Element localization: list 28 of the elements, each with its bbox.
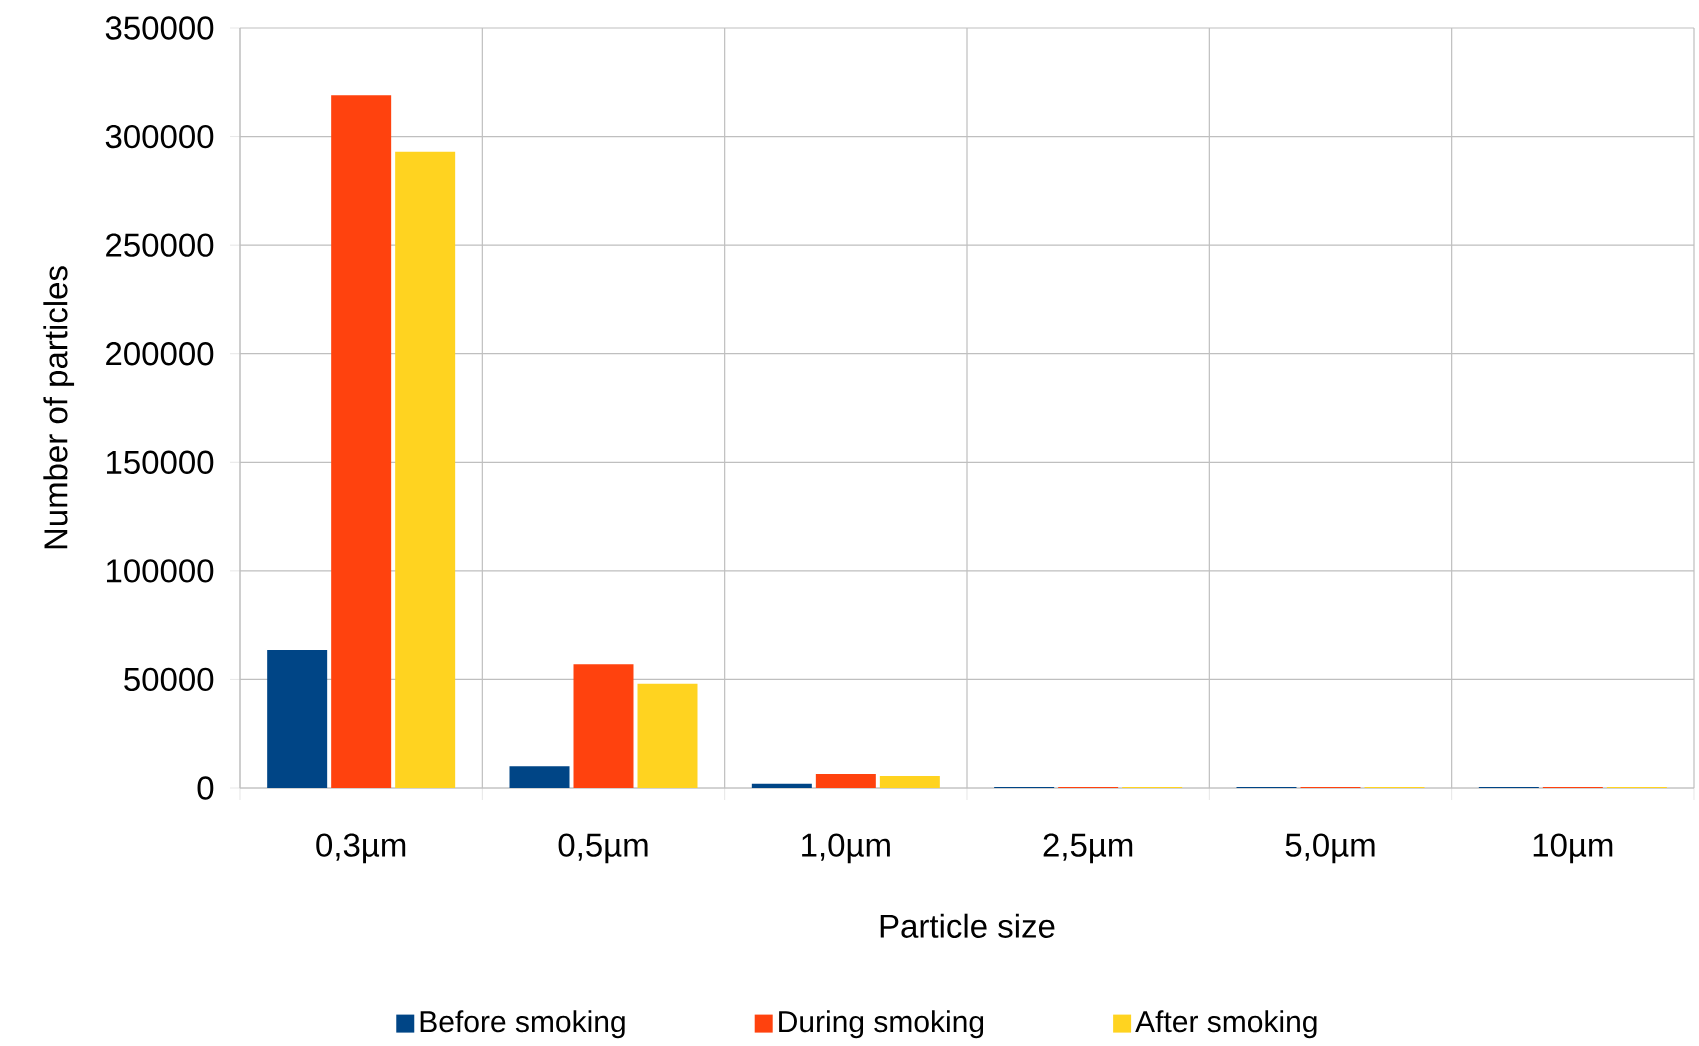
y-tick-label: 350000 xyxy=(105,16,214,40)
bar xyxy=(509,766,570,788)
bar xyxy=(879,776,940,788)
y-tick-label: 100000 xyxy=(106,559,214,583)
legend-label: After smoking xyxy=(1135,1010,1317,1039)
legend-label: During smoking xyxy=(779,1010,984,1039)
bar xyxy=(637,683,698,788)
bar xyxy=(573,664,634,788)
bar xyxy=(751,783,812,788)
y-tick-label: 50000 xyxy=(124,667,214,692)
bar xyxy=(395,151,456,788)
x-tick-label: 10µm xyxy=(1533,833,1613,864)
x-tick-label: 1,0µm xyxy=(802,833,890,864)
bar xyxy=(267,650,328,788)
x-tick-label: 2,5µm xyxy=(1043,833,1133,864)
x-tick-label: 0,5µm xyxy=(558,833,648,864)
bar xyxy=(331,95,392,788)
y-tick-label: 200000 xyxy=(106,342,214,366)
bar xyxy=(815,773,876,788)
x-tick-label: 0,3µm xyxy=(316,833,406,864)
y-tick-label: 150000 xyxy=(106,450,214,474)
y-tick-label: 250000 xyxy=(106,233,214,257)
y-axis-title: Number of particles xyxy=(43,266,75,549)
x-tick-label: 5,0µm xyxy=(1285,833,1375,864)
legend-label: Before smoking xyxy=(420,1010,625,1039)
y-tick-label: 300000 xyxy=(105,124,214,149)
x-axis-title: Particle size xyxy=(880,913,1055,938)
y-tick-label: 0 xyxy=(197,776,214,800)
